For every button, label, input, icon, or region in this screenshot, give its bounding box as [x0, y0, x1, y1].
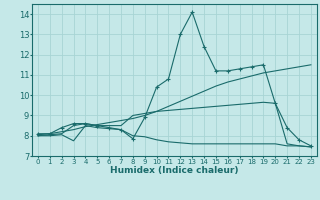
X-axis label: Humidex (Indice chaleur): Humidex (Indice chaleur): [110, 166, 239, 175]
